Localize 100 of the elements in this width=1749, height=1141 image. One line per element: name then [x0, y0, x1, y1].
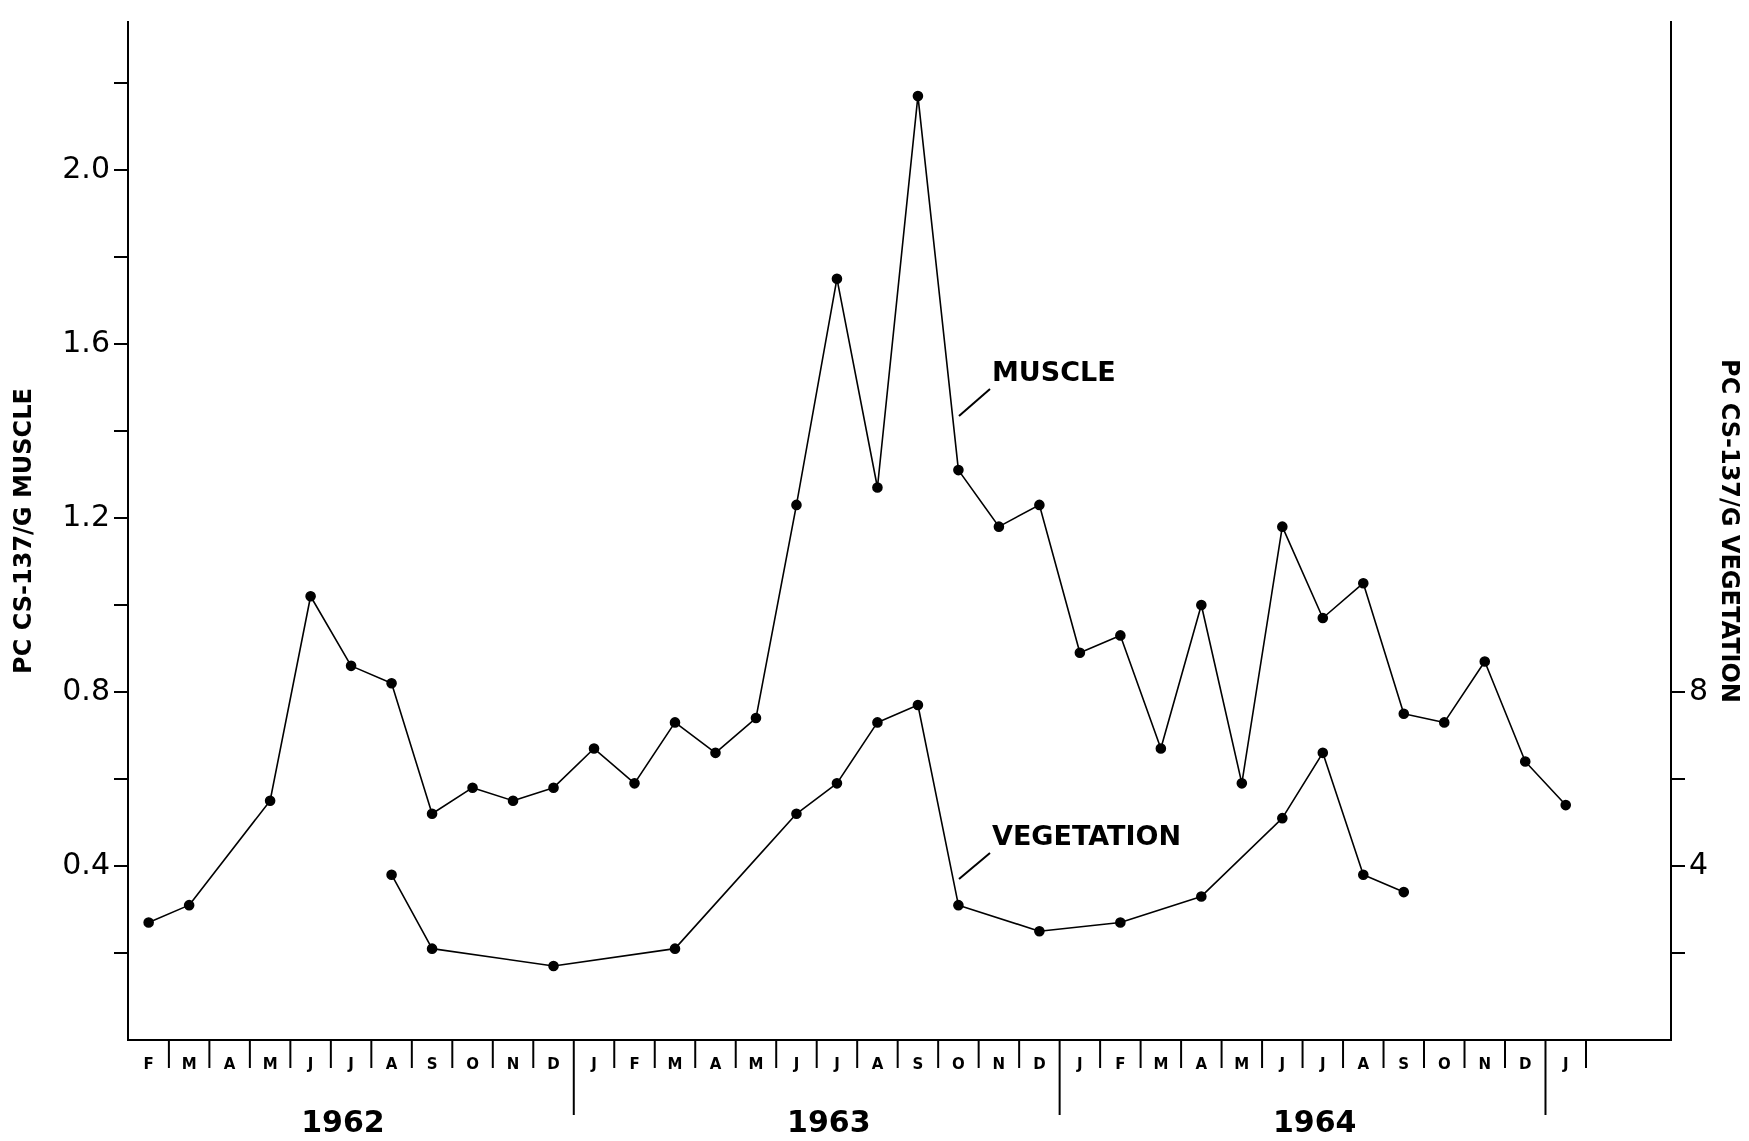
y-tick-label: 0.8 — [62, 671, 110, 707]
point — [264, 795, 276, 807]
point — [1479, 656, 1491, 667]
x-tick-label: J — [306, 1054, 314, 1073]
x-tick-label: A — [385, 1054, 398, 1073]
point — [1196, 599, 1207, 611]
x-tick-label: A — [871, 1054, 884, 1073]
x-tick-label: J — [1278, 1054, 1286, 1073]
point — [1317, 747, 1329, 759]
point — [872, 717, 883, 728]
point — [426, 943, 438, 954]
point — [791, 499, 802, 511]
x-tick-label: F — [1115, 1054, 1126, 1073]
x-tick-label: S — [912, 1054, 924, 1073]
point — [143, 917, 154, 928]
point — [183, 899, 195, 911]
x-tick-label: N — [1478, 1054, 1492, 1073]
x-tick-label: S — [426, 1054, 438, 1073]
point — [872, 482, 883, 493]
point — [467, 782, 478, 793]
y2-tick-label: 8 — [1689, 671, 1709, 707]
point — [1034, 499, 1045, 511]
point — [1277, 521, 1288, 532]
x-tick-label: J — [347, 1054, 354, 1073]
text: 1962 — [301, 1104, 385, 1139]
x-tick-label: F — [629, 1054, 640, 1073]
point — [831, 778, 843, 789]
x-tick-label: J — [792, 1054, 800, 1073]
point — [912, 90, 924, 102]
point — [1115, 630, 1126, 641]
point — [750, 712, 762, 724]
y-axis-title: PC CS-137/G MUSCLE — [8, 388, 37, 674]
y2-tick-label: 4 — [1689, 845, 1709, 881]
x-tick-label: J — [1319, 1054, 1326, 1073]
point — [548, 782, 559, 793]
point — [953, 464, 964, 476]
point — [345, 660, 357, 672]
point — [1236, 778, 1248, 789]
point — [993, 521, 1005, 532]
point — [1438, 717, 1450, 728]
x-tick-label: A — [1357, 1054, 1370, 1073]
x-tick-label: N — [506, 1054, 520, 1073]
point — [1519, 756, 1531, 767]
x-tick-label: D — [547, 1054, 560, 1073]
point — [386, 869, 397, 880]
x-tick-label: N — [992, 1054, 1006, 1073]
x-tick-label: J — [1076, 1054, 1083, 1073]
point — [507, 795, 519, 807]
x-tick-label: J — [590, 1054, 597, 1073]
y-tick-label: 1.2 — [62, 497, 110, 533]
point — [1398, 886, 1410, 898]
point — [1074, 647, 1086, 659]
series-label: MUSCLE — [992, 356, 1116, 388]
x-tick-label: D — [1519, 1054, 1532, 1073]
text: 1963 — [787, 1104, 871, 1139]
x-tick-label: S — [1398, 1054, 1410, 1073]
point — [710, 747, 721, 759]
y2-axis-title: PC CS-137/G VEGETATION — [1716, 359, 1745, 703]
x-tick-label: A — [709, 1054, 722, 1073]
point — [305, 590, 316, 602]
x-tick-label: O — [1437, 1054, 1451, 1073]
point — [386, 677, 397, 689]
point — [1196, 891, 1207, 902]
point — [1277, 812, 1288, 824]
point — [669, 943, 681, 954]
point — [1155, 743, 1167, 754]
x-tick-label: M — [1234, 1054, 1250, 1073]
x-tick-label: M — [181, 1054, 197, 1073]
text: 1964 — [1272, 1104, 1357, 1139]
point — [1034, 925, 1045, 937]
point — [629, 778, 640, 789]
x-tick-label: M — [1153, 1054, 1169, 1073]
x-tick-label: M — [748, 1054, 764, 1073]
point — [1115, 917, 1126, 928]
point — [791, 808, 802, 820]
point — [588, 743, 600, 754]
point — [1357, 869, 1369, 880]
x-tick-label: M — [262, 1054, 278, 1073]
point — [1357, 577, 1369, 589]
point — [426, 808, 438, 820]
x-tick-label: A — [223, 1054, 236, 1073]
point — [1317, 612, 1329, 624]
point — [548, 960, 559, 972]
point — [912, 699, 924, 711]
point — [669, 717, 681, 728]
x-tick-label: O — [466, 1054, 479, 1073]
x-tick-label: A — [1195, 1054, 1208, 1073]
x-tick-label: J — [1561, 1054, 1569, 1073]
point — [831, 273, 843, 284]
y-tick-label: 1.6 — [62, 323, 110, 359]
x-tick-label: J — [833, 1054, 840, 1073]
y-tick-label: 0.4 — [62, 845, 110, 881]
x-tick-label: F — [143, 1054, 154, 1073]
x-tick-label: M — [667, 1054, 683, 1073]
series-label: VEGETATION — [992, 820, 1182, 852]
point — [1560, 799, 1572, 811]
x-tick-label: O — [952, 1054, 965, 1073]
point — [1398, 708, 1410, 720]
point — [953, 899, 964, 911]
y-tick-label: 2.0 — [62, 149, 110, 185]
